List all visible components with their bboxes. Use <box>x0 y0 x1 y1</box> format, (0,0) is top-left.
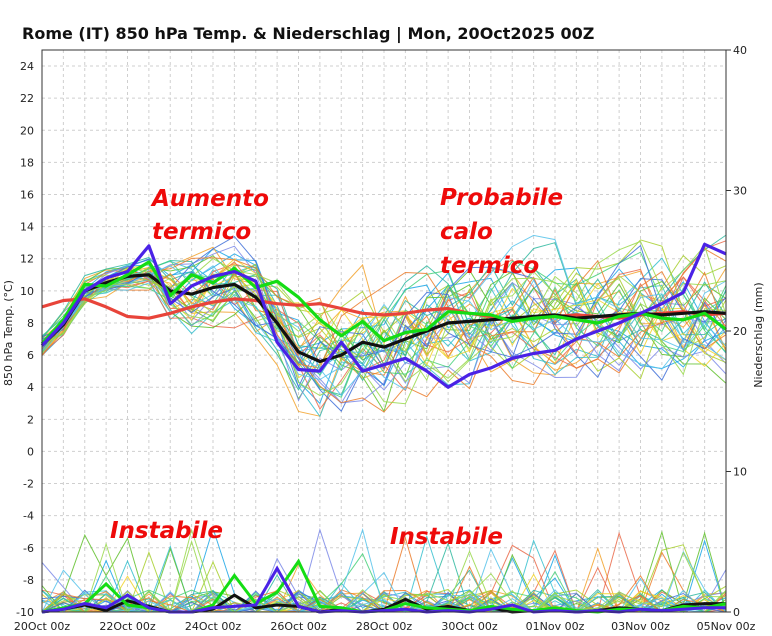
x-tick-label: 01Nov 00z <box>526 620 585 633</box>
x-tick-label: 24Oct 00z <box>185 620 242 633</box>
y-tick-label: -4 <box>23 510 34 523</box>
y-tick-label: 18 <box>20 156 34 169</box>
grid-lines <box>41 50 727 613</box>
x-tick-label: 03Nov 00z <box>611 620 670 633</box>
y2-tick-label: 30 <box>733 185 747 198</box>
y-tick-label: 2 <box>27 413 34 426</box>
ensemble-precip-line <box>41 542 727 613</box>
y2-tick-label: 0 <box>733 606 740 619</box>
annotation-probabile: Probabile <box>440 185 563 211</box>
y-tick-label: 4 <box>27 381 34 394</box>
x-tick-label: 20Oct 00z <box>14 620 71 633</box>
y-tick-label: 0 <box>27 445 34 458</box>
y-tick-label: -2 <box>23 478 34 491</box>
x-tick-label: 22Oct 00z <box>99 620 156 633</box>
x-tick-label: 05Nov 00z <box>697 620 756 633</box>
y-tick-label: 10 <box>20 285 34 298</box>
ensemble-member-line <box>41 269 727 413</box>
y2-axis-ticks: 40 30 20 10 0 <box>726 44 747 619</box>
chart-title: Rome (IT) 850 hPa Temp. & Niederschlag |… <box>22 24 594 44</box>
ensemble-member-line <box>41 282 727 381</box>
annotation-termico-2: termico <box>440 253 539 279</box>
x-axis-ticks: 20Oct 00z 22Oct 00z 24Oct 00z 26Oct 00z 28Oc… <box>14 620 756 633</box>
x-tick-label: 26Oct 00z <box>270 620 327 633</box>
y-tick-label: 6 <box>27 349 34 362</box>
y-axis-label: 850 hPa Temp. (°C) <box>2 280 15 386</box>
annotation-calo: calo <box>440 219 493 245</box>
y-tick-label: 24 <box>20 60 34 73</box>
highlight-series <box>40 242 727 389</box>
annotation-instabile-1: Instabile <box>110 518 223 544</box>
annotation-instabile-2: Instabile <box>390 524 503 550</box>
y-tick-label: -8 <box>23 574 34 587</box>
annotation-termico: termico <box>152 219 251 245</box>
y-tick-label: -10 <box>16 606 34 619</box>
x-tick-label: 30Oct 00z <box>441 620 498 633</box>
y-tick-label: 8 <box>27 317 34 330</box>
y-tick-label: 14 <box>20 221 34 234</box>
y2-tick-label: 20 <box>733 325 747 338</box>
y-tick-label: 22 <box>20 92 34 105</box>
y2-tick-label: 10 <box>733 466 747 479</box>
x-tick-label: 28Oct 00z <box>356 620 413 633</box>
y-tick-label: 12 <box>20 253 34 266</box>
temperature-series-line <box>40 260 727 345</box>
y-tick-label: 20 <box>20 124 34 137</box>
ensemble-member-line <box>41 265 727 404</box>
temperature-series-line <box>40 273 727 364</box>
y2-tick-label: 40 <box>733 44 747 57</box>
y-tick-label: 16 <box>20 189 34 202</box>
annotation-aumento: Aumento <box>150 186 269 212</box>
temperature-series-line <box>40 242 727 389</box>
y-tick-label: -6 <box>23 542 34 555</box>
y2-axis-label: Niederschlag (mm) <box>752 282 765 387</box>
ensemble-member-line <box>41 269 727 413</box>
